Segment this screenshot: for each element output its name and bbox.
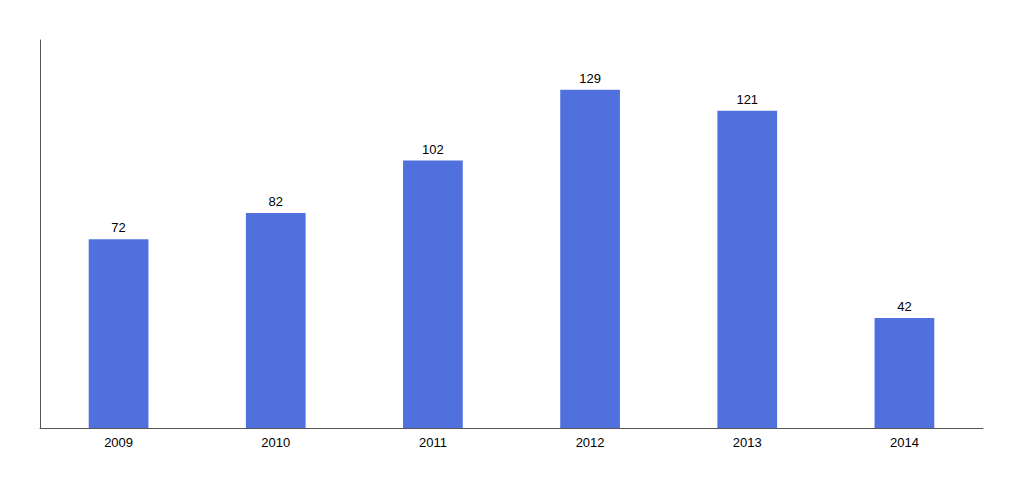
svg-text:72: 72 <box>111 220 125 235</box>
svg-text:102: 102 <box>422 142 444 157</box>
svg-text:2009: 2009 <box>104 435 133 450</box>
svg-text:2013: 2013 <box>733 435 762 450</box>
svg-text:82: 82 <box>269 194 283 209</box>
svg-text:121: 121 <box>736 92 758 107</box>
svg-text:2010: 2010 <box>261 435 290 450</box>
svg-text:2014: 2014 <box>890 435 919 450</box>
svg-text:42: 42 <box>897 299 911 314</box>
svg-text:129: 129 <box>579 71 601 86</box>
svg-text:2012: 2012 <box>576 435 605 450</box>
svg-text:2011: 2011 <box>419 435 447 450</box>
